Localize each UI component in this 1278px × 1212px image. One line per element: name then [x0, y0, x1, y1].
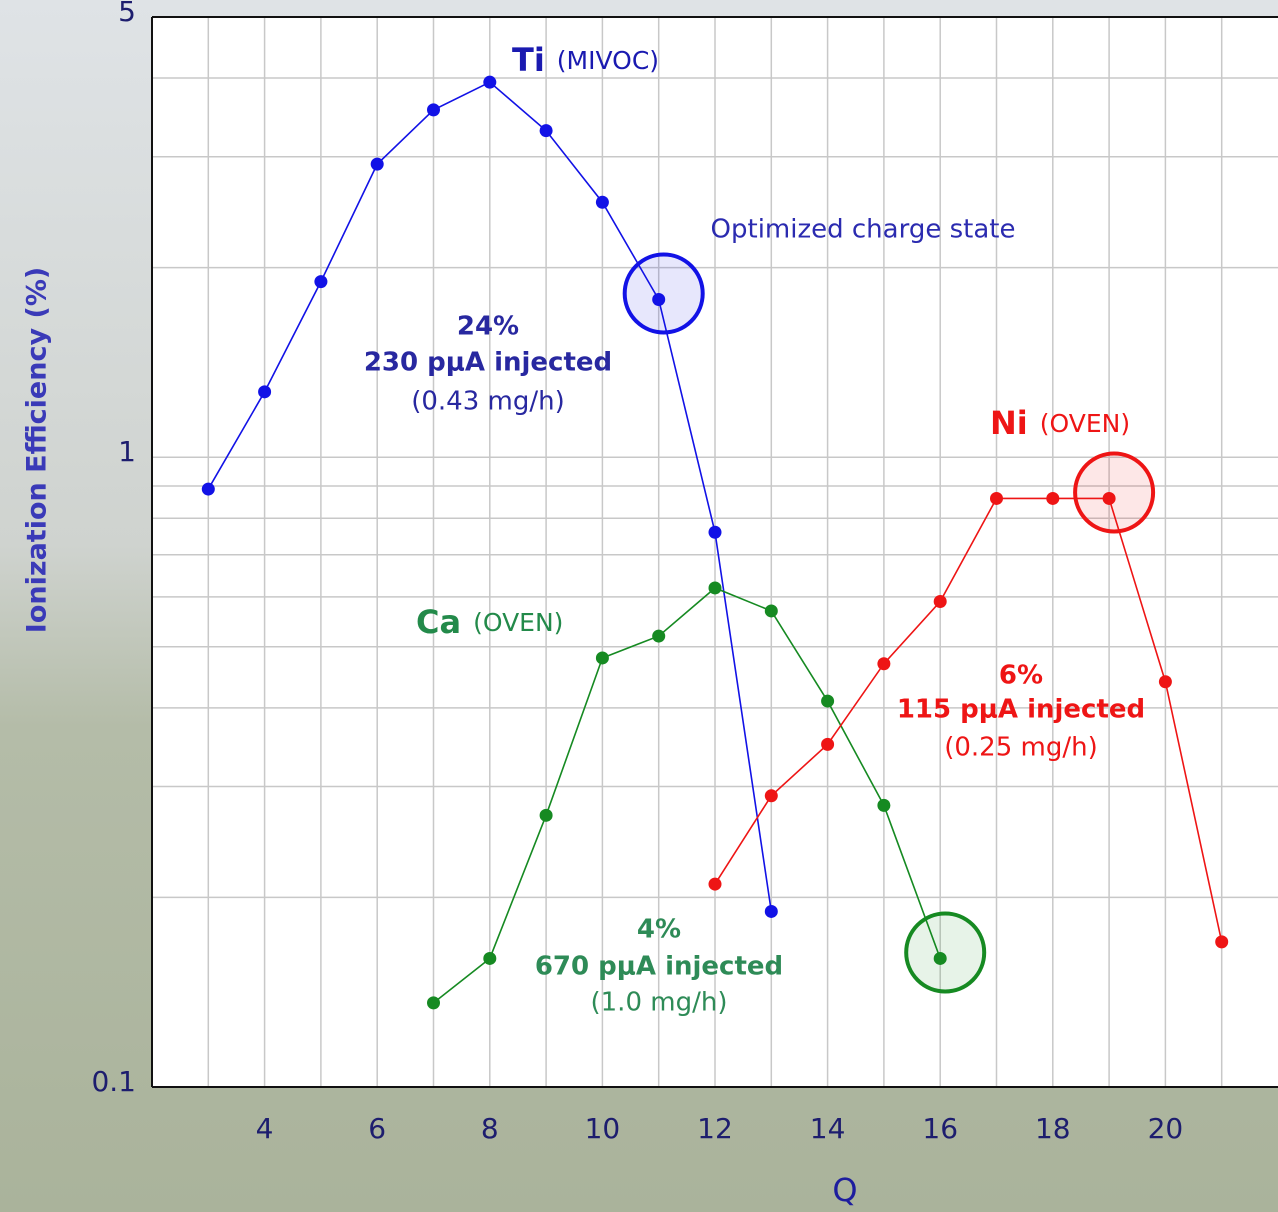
- annotation: 24%: [457, 312, 519, 342]
- y-tick-label: 1: [118, 435, 136, 468]
- x-tick-label: 8: [481, 1112, 499, 1145]
- data-point: [765, 905, 778, 918]
- data-point: [427, 996, 440, 1009]
- data-point: [483, 76, 496, 89]
- x-tick-label: 6: [368, 1112, 386, 1145]
- y-tick-label: 0.1: [91, 1065, 136, 1098]
- data-point: [1046, 492, 1059, 505]
- data-point: [934, 595, 947, 608]
- highlight-note: Optimized charge state: [711, 215, 1016, 245]
- highlight-circle: [1075, 453, 1153, 531]
- annotation: (0.43 mg/h): [411, 387, 565, 417]
- data-point: [877, 799, 890, 812]
- highlight-circle: [625, 254, 703, 332]
- annotation: 670 pμA injected: [535, 952, 783, 982]
- data-point: [258, 385, 271, 398]
- x-tick-label: 10: [585, 1112, 621, 1145]
- data-point: [540, 124, 553, 137]
- data-point: [765, 604, 778, 617]
- annotation: (1.0 mg/h): [591, 988, 728, 1018]
- data-point: [990, 492, 1003, 505]
- data-point: [1159, 675, 1172, 688]
- annotation: 230 pμA injected: [364, 348, 612, 378]
- series-name: Ca: [416, 603, 461, 641]
- data-point: [596, 651, 609, 664]
- chart: 4 6 8 10 12 14 16 18 20 0.1 1 5 Q Ionization Effici…: [0, 0, 1278, 1212]
- series-label: Ni (OVEN): [990, 404, 1130, 442]
- y-tick-label: 5: [118, 0, 136, 28]
- annotation: (0.25 mg/h): [944, 733, 1098, 763]
- data-point: [652, 630, 665, 643]
- series-label: Ti (MIVOC): [512, 41, 659, 79]
- x-tick-label: 12: [697, 1112, 733, 1145]
- data-point: [314, 275, 327, 288]
- series-source: (OVEN): [473, 608, 563, 637]
- data-point: [540, 809, 553, 822]
- annotation: 4%: [637, 915, 681, 945]
- data-point: [202, 483, 215, 496]
- x-tick-label: 4: [256, 1112, 274, 1145]
- data-point: [1103, 492, 1116, 505]
- annotation: 6%: [999, 661, 1043, 691]
- data-point: [709, 878, 722, 891]
- highlight-circle: [906, 913, 984, 991]
- data-point: [821, 695, 834, 708]
- data-point: [596, 196, 609, 209]
- x-tick-label: 14: [810, 1112, 846, 1145]
- data-point: [934, 952, 947, 965]
- data-point: [371, 158, 384, 171]
- series-name: Ti: [512, 41, 545, 79]
- x-tick-label: 16: [922, 1112, 958, 1145]
- annotation: 115 pμA injected: [897, 695, 1145, 725]
- data-point: [709, 581, 722, 594]
- data-point: [483, 952, 496, 965]
- data-point: [1215, 935, 1228, 948]
- data-point: [877, 657, 890, 670]
- x-axis-label: Q: [832, 1171, 857, 1209]
- y-axis-label: Ionization Efficiency (%): [22, 267, 53, 633]
- series-name: Ni: [990, 404, 1028, 442]
- data-point: [709, 526, 722, 539]
- x-tick-label: 18: [1035, 1112, 1071, 1145]
- series-label: Ca (OVEN): [416, 603, 563, 641]
- x-tick-label: 20: [1148, 1112, 1184, 1145]
- series-source: (MIVOC): [557, 46, 659, 75]
- data-point: [765, 789, 778, 802]
- data-point: [427, 103, 440, 116]
- data-point: [652, 293, 665, 306]
- series-source: (OVEN): [1040, 409, 1130, 438]
- data-point: [821, 738, 834, 751]
